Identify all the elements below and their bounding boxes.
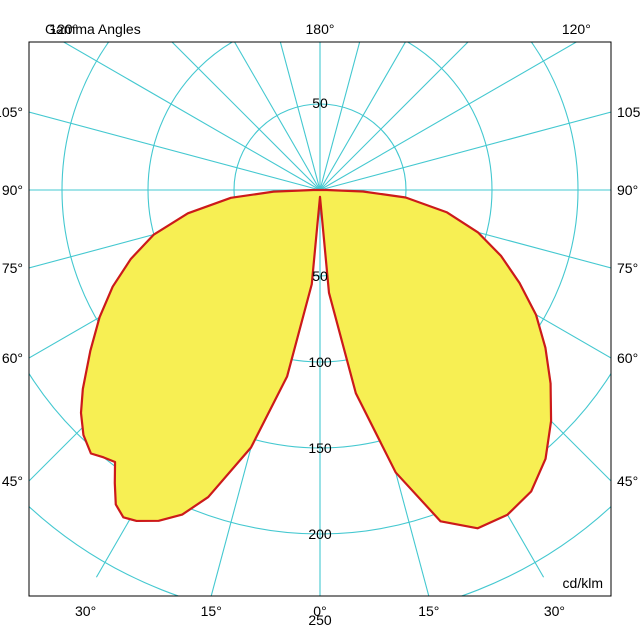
unit-label: cd/klm — [563, 575, 603, 591]
chart-title: Gamma Angles — [45, 21, 141, 37]
angle-label: 30° — [75, 603, 96, 619]
angle-label: 30° — [544, 603, 565, 619]
angle-label: 75° — [2, 260, 23, 276]
radial-label-down: 200 — [308, 526, 332, 542]
angle-label-top: 180° — [306, 21, 335, 37]
angle-label: 90° — [2, 182, 23, 198]
angle-label: 60° — [2, 350, 23, 366]
radial-label-down: 100 — [308, 354, 332, 370]
angle-label: 15° — [201, 603, 222, 619]
angle-label: 105° — [0, 104, 23, 120]
angle-label: 45° — [617, 473, 638, 489]
angle-label: 15° — [418, 603, 439, 619]
angle-label: 0° — [313, 603, 326, 619]
radial-label-up: 50 — [312, 95, 328, 111]
angle-label: 90° — [617, 182, 638, 198]
polar-chart: 5050100150200250120°105°90°75°60°45°30°1… — [0, 0, 640, 640]
radial-label-down: 50 — [312, 268, 328, 284]
radial-label-down: 150 — [308, 440, 332, 456]
angle-label: 60° — [617, 350, 638, 366]
angle-label: 105° — [617, 104, 640, 120]
angle-label: 120° — [562, 21, 591, 37]
angle-label: 45° — [2, 473, 23, 489]
angle-label: 75° — [617, 260, 638, 276]
